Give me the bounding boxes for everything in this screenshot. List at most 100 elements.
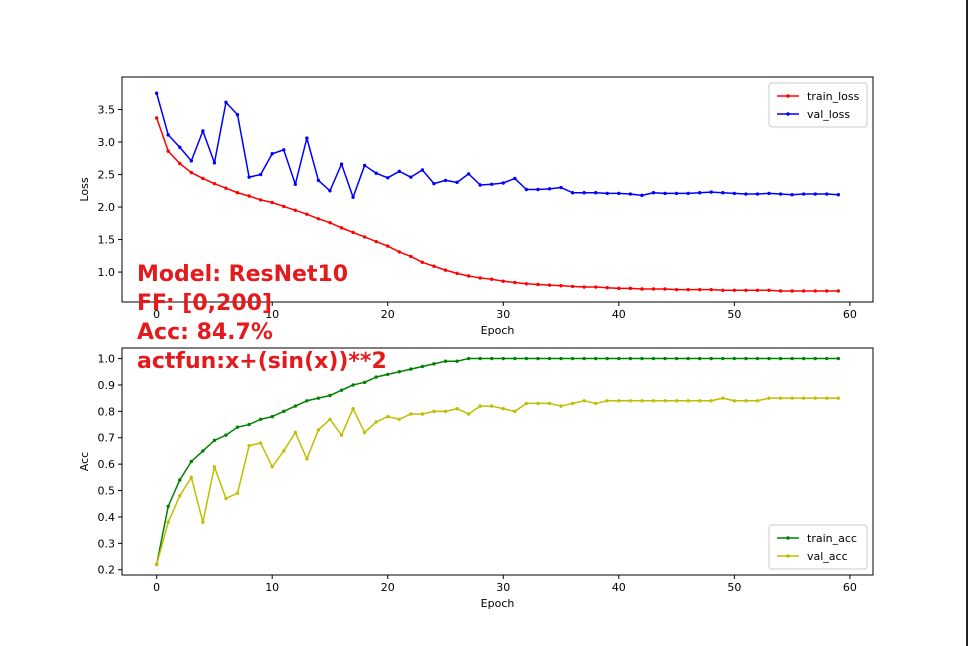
- ff-label: FF: [0,200]: [137, 291, 273, 316]
- data-point: [570, 284, 575, 289]
- data-point: [166, 133, 170, 137]
- data-point: [328, 220, 332, 225]
- data-point: [744, 356, 748, 361]
- data-point: [709, 356, 713, 361]
- legend: train_acc val_acc: [768, 524, 868, 570]
- data-point: [293, 404, 298, 408]
- data-point: [443, 178, 448, 183]
- data-point: [547, 356, 552, 361]
- data-point: [201, 449, 205, 453]
- data-point: [224, 433, 228, 437]
- data-point: [455, 407, 459, 411]
- data-point: [513, 356, 517, 361]
- data-point: [651, 356, 656, 361]
- series-train_acc: [154, 356, 841, 567]
- data-point: [258, 441, 263, 445]
- data-point: [316, 178, 321, 183]
- data-point: [570, 356, 575, 361]
- data-point: [339, 388, 344, 392]
- data-point: [490, 404, 494, 408]
- data-point: [270, 152, 274, 156]
- data-point: [813, 289, 817, 293]
- data-point: [178, 161, 182, 166]
- data-point: [282, 409, 286, 414]
- data-point: [397, 417, 401, 421]
- data-point: [825, 192, 829, 196]
- data-point: [640, 399, 644, 403]
- data-point: [443, 359, 448, 363]
- data-point: [374, 239, 378, 244]
- data-point: [258, 417, 263, 421]
- data-point: [524, 282, 529, 286]
- data-point: [674, 191, 679, 196]
- data-point: [732, 191, 737, 196]
- data-point: [212, 438, 217, 443]
- data-point: [605, 285, 609, 290]
- data-point: [825, 396, 829, 400]
- data-point: [397, 250, 401, 254]
- data-point: [513, 280, 517, 285]
- legend-label-train_acc: train_acc: [807, 532, 857, 545]
- data-point: [501, 181, 505, 185]
- data-point: [744, 399, 748, 403]
- legend-marker-val_loss: [786, 112, 790, 116]
- data-point: [409, 412, 413, 416]
- data-point: [490, 356, 494, 361]
- data-point: [374, 420, 378, 424]
- data-point: [247, 422, 251, 427]
- data-point: [189, 159, 194, 163]
- data-point: [559, 284, 563, 288]
- data-point: [663, 191, 667, 196]
- data-point: [801, 396, 806, 400]
- data-point: [651, 191, 656, 195]
- data-point: [293, 208, 298, 213]
- data-point: [778, 356, 783, 361]
- x-tick-label: 50: [727, 308, 741, 321]
- data-point: [617, 399, 621, 403]
- data-point: [409, 254, 413, 259]
- data-point: [166, 520, 170, 524]
- data-point: [154, 562, 159, 567]
- data-point: [362, 430, 367, 435]
- data-point: [339, 226, 344, 230]
- plot-frame: [121, 76, 874, 303]
- series-line-val_acc: [155, 397, 839, 565]
- data-point: [466, 172, 471, 176]
- data-point: [813, 356, 817, 361]
- data-point: [432, 264, 436, 268]
- y-tick-label: 1.0: [98, 266, 116, 279]
- data-point: [224, 496, 228, 501]
- data-point: [189, 459, 194, 464]
- data-point: [201, 129, 205, 133]
- data-point: [686, 399, 690, 403]
- data-point: [755, 288, 760, 292]
- y-tick-label: 3.0: [98, 136, 116, 149]
- data-point: [570, 191, 575, 195]
- data-point: [536, 187, 540, 192]
- y-tick-label: 0.9: [98, 379, 116, 392]
- data-point: [339, 162, 344, 166]
- data-point: [409, 367, 413, 371]
- x-tick-label: 10: [265, 581, 279, 594]
- data-point: [282, 204, 286, 209]
- chart-0: 0 10 20 30 40 50 60 1.0 1.5 2.0 2.5 3.0 3.5 Epoch Loss…: [78, 76, 874, 337]
- data-point: [732, 288, 737, 292]
- data-point: [778, 192, 783, 196]
- data-point: [825, 289, 829, 293]
- x-axis-label: Epoch: [481, 597, 515, 610]
- data-point: [351, 195, 355, 200]
- data-point: [755, 399, 760, 403]
- data-point: [178, 494, 182, 498]
- data-point: [697, 356, 702, 361]
- data-point: [490, 182, 494, 186]
- data-point: [258, 172, 263, 177]
- data-point: [559, 404, 563, 408]
- data-point: [455, 359, 459, 363]
- data-point: [790, 193, 794, 197]
- data-point: [397, 169, 401, 173]
- data-point: [732, 399, 737, 403]
- data-point: [386, 414, 390, 419]
- data-point: [686, 356, 690, 361]
- data-point: [767, 191, 771, 196]
- data-point: [235, 491, 240, 495]
